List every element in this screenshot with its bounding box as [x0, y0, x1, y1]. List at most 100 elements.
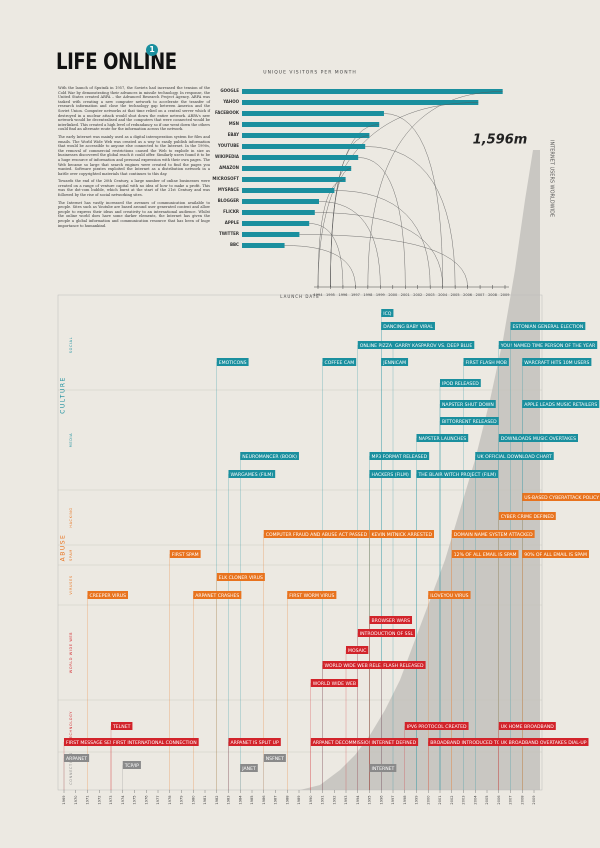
- intro-paragraph: The Internet has vastly increased the av…: [58, 200, 210, 228]
- timeline-frame: [57, 294, 543, 791]
- year-label: 2007: [509, 795, 513, 804]
- event-label: FIRST FLASH MOB: [466, 360, 507, 366]
- year-label: 2009: [532, 795, 536, 805]
- launch-tick-label: 2005: [451, 293, 460, 297]
- year-label: 1984: [238, 795, 242, 805]
- bar: [242, 210, 315, 215]
- event-label: BROADBAND INTRODUCED TO THE UK: [430, 740, 520, 746]
- year-label: 1974: [121, 795, 125, 805]
- year-label: 1994: [356, 795, 360, 805]
- event-label: 90% OF ALL EMAIL IS SPAM: [524, 552, 587, 558]
- lane-label: CONNECTIONS: [69, 752, 73, 785]
- event-box: [522, 358, 592, 366]
- bar-label: APPLE: [225, 220, 240, 225]
- event-box: [369, 738, 419, 746]
- year-label: 1990: [309, 795, 313, 805]
- event-label: ARPANET DECOMMISSIONED: [313, 740, 379, 746]
- bar: [242, 100, 479, 105]
- event-label: WARGAMES (FILM): [231, 472, 274, 478]
- event-box: [451, 550, 519, 558]
- year-label: 2002: [450, 795, 454, 804]
- event-box: [357, 341, 395, 349]
- event-label: COFFEE CAM: [325, 360, 355, 366]
- event-label: NSFNET: [266, 756, 284, 762]
- year-label: 1980: [191, 795, 195, 805]
- launch-axis-label: LAUNCH DATE: [280, 294, 319, 299]
- year-label: 1995: [368, 795, 372, 804]
- launch-tick-label: 1999: [376, 293, 385, 297]
- event-box: [416, 434, 469, 442]
- event-box: [475, 452, 554, 460]
- event-label: FIRST SPAM: [172, 552, 199, 558]
- event-box: [522, 493, 600, 501]
- event-box: [463, 358, 509, 366]
- event-box: [440, 417, 499, 425]
- year-label: 1992: [332, 795, 336, 804]
- event-box: [440, 400, 496, 408]
- event-box: [381, 322, 435, 330]
- bar: [242, 232, 300, 237]
- year-label: 1973: [109, 795, 113, 804]
- group-label: CULTURE: [60, 376, 67, 414]
- event-box: [393, 341, 475, 349]
- title: LIFE ONLINE: [56, 50, 177, 75]
- event-box: [498, 512, 556, 520]
- event-label: CYBER CRIME DEFINED: [501, 514, 554, 520]
- event-label: MP3 FORMAT RELEASED: [372, 454, 428, 460]
- event-box: [87, 591, 128, 599]
- launch-link: [284, 245, 356, 288]
- bar-label: BBC: [230, 242, 239, 247]
- bar: [242, 144, 366, 149]
- year-label: 1981: [203, 795, 207, 804]
- launch-tick-label: 2002: [413, 293, 422, 297]
- year-label: 1972: [97, 795, 101, 804]
- launch-tick-label: 2006: [463, 293, 472, 297]
- event-label: FIRST INTERNATIONAL CONNECTION: [113, 740, 197, 746]
- event-box: [416, 470, 499, 478]
- launch-link: [299, 234, 468, 288]
- launch-link: [358, 157, 406, 288]
- event-box: [111, 722, 133, 730]
- users-value: 1,596m: [473, 133, 528, 148]
- bar-label: FLICKR: [223, 209, 239, 214]
- event-box: [122, 761, 141, 769]
- event-box: [498, 738, 589, 746]
- event-box: [369, 530, 434, 538]
- event-label: JENNICAM: [382, 360, 406, 366]
- year-label: 1975: [133, 795, 137, 804]
- event-box: [428, 738, 521, 746]
- launch-tick-label: 1997: [351, 293, 360, 297]
- intro-paragraph: The early Internet was mainly used as a …: [58, 134, 210, 176]
- bar-label: YAHOO: [222, 99, 239, 104]
- event-box: [322, 358, 357, 366]
- event-box: [228, 470, 276, 478]
- event-label: BITTORRENT RELEASED: [442, 419, 497, 425]
- bar-label: MICROSOFT: [212, 176, 239, 181]
- group-label: ABUSE: [60, 534, 67, 562]
- launch-tick-label: 1996: [338, 293, 347, 297]
- event-label: NAPSTER LAUNCHES: [419, 436, 467, 442]
- year-label: 1991: [321, 795, 325, 804]
- year-label: 2004: [473, 795, 477, 805]
- bar: [242, 221, 310, 226]
- lane-label: SPAM: [69, 549, 73, 561]
- year-label: 2005: [485, 795, 489, 804]
- launch-tick-label: 2003: [426, 293, 435, 297]
- bar: [242, 111, 384, 116]
- event-box: [240, 764, 258, 772]
- bar: [242, 199, 319, 204]
- year-label: 2008: [520, 795, 524, 805]
- event-label: JANET: [241, 766, 256, 772]
- bar: [242, 166, 352, 171]
- bar: [242, 122, 380, 127]
- event-label: ILOVEYOU VIRUS: [430, 593, 468, 599]
- lane-label: HACKING: [69, 507, 73, 527]
- year-label: 1976: [144, 795, 148, 805]
- event-box: [451, 530, 535, 538]
- bar: [242, 133, 370, 138]
- event-box: [440, 379, 481, 387]
- intro: With the launch of Sputnik in 1957, the …: [58, 86, 210, 231]
- launch-link: [334, 190, 431, 288]
- event-label: DOMAIN NAME SYSTEM ATTACKED: [454, 532, 533, 538]
- event-label: WORLD WIDE WEB: [313, 681, 356, 687]
